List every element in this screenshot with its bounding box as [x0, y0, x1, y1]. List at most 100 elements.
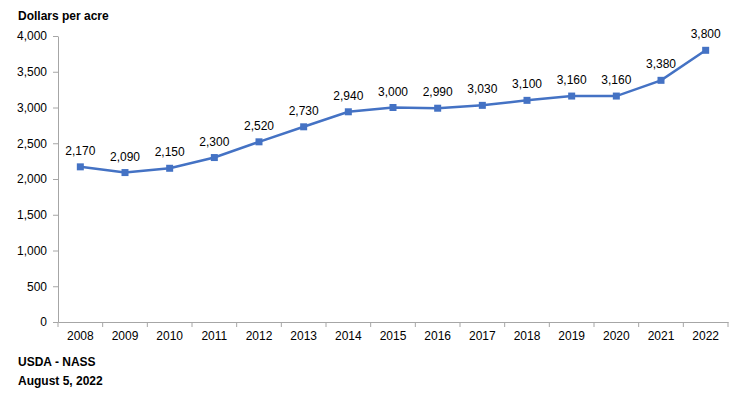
marker	[300, 123, 307, 130]
x-tick-label: 2021	[648, 329, 675, 343]
x-tick-label: 2009	[112, 329, 139, 343]
data-label: 3,800	[691, 27, 721, 41]
x-tick: 2018	[514, 329, 541, 343]
y-tick: 1,000	[17, 244, 58, 258]
x-tick: 2020	[603, 329, 630, 343]
y-tick-mark	[53, 322, 58, 323]
x-boundary-tick	[370, 322, 371, 327]
data-label: 2,990	[423, 85, 453, 99]
x-tick: 2013	[290, 329, 317, 343]
x-boundary-tick	[594, 322, 595, 327]
x-tick-label: 2013	[290, 329, 317, 343]
x-tick: 2022	[692, 329, 719, 343]
marker	[524, 97, 531, 104]
x-boundary-tick	[102, 322, 103, 327]
y-tick: 3,500	[17, 65, 58, 79]
data-label: 3,160	[557, 73, 587, 87]
y-tick-label: 3,500	[17, 65, 47, 79]
y-tick-mark	[53, 286, 58, 287]
x-tick: 2021	[648, 329, 675, 343]
x-tick: 2012	[246, 329, 273, 343]
x-tick-label: 2019	[558, 329, 585, 343]
y-tick-label: 2,000	[17, 172, 47, 186]
x-tick: 2019	[558, 329, 585, 343]
plot-area	[77, 47, 709, 176]
x-boundary-tick	[728, 322, 729, 327]
y-tick-mark	[53, 108, 58, 109]
y-axis-line	[58, 37, 59, 323]
x-tick: 2009	[112, 329, 139, 343]
x-tick: 2015	[380, 329, 407, 343]
y-tick-mark	[53, 179, 58, 180]
x-tick-label: 2011	[201, 329, 227, 343]
source-note: August 5, 2022	[18, 374, 103, 388]
x-tick: 2011	[201, 329, 227, 343]
data-label: 3,380	[646, 57, 676, 71]
y-axis: 0 500 1,000 1,500 2,000 2,500 3,000 3,500 4,000	[17, 29, 59, 329]
y-tick-mark	[53, 251, 58, 252]
x-tick-label: 2010	[156, 329, 183, 343]
data-label: 2,170	[65, 144, 95, 158]
x-boundary-tick	[281, 322, 282, 327]
x-boundary-tick	[192, 322, 193, 327]
marker	[166, 165, 173, 172]
x-boundary-tick	[415, 322, 416, 327]
marker	[613, 93, 620, 100]
y-tick: 0	[40, 315, 58, 329]
x-boundary-tick	[58, 322, 59, 327]
y-tick-label: 0	[40, 315, 47, 329]
x-boundary-tick	[326, 322, 327, 327]
x-tick-label: 2018	[514, 329, 541, 343]
y-axis-title: Dollars per acre	[18, 9, 109, 23]
x-tick-label: 2020	[603, 329, 630, 343]
data-label: 2,940	[333, 89, 363, 103]
chart: 0 500 1,000 1,500 2,000 2,500 3,000 3,500 4,000 2…	[0, 0, 746, 399]
x-tick: 2016	[424, 329, 451, 343]
x-boundary-tick	[147, 322, 148, 327]
y-tick: 4,000	[17, 29, 58, 43]
data-label: 2,150	[155, 145, 185, 159]
y-tick-mark	[53, 72, 58, 73]
y-tick-label: 2,500	[17, 137, 47, 151]
y-tick: 2,500	[17, 137, 58, 151]
data-label: 3,000	[378, 85, 408, 99]
data-label: 2,090	[110, 150, 140, 164]
x-tick: 2010	[156, 329, 183, 343]
x-tick-label: 2015	[380, 329, 407, 343]
y-tick-label: 4,000	[17, 29, 47, 43]
x-tick-label: 2014	[335, 329, 362, 343]
marker	[658, 77, 665, 84]
marker	[256, 138, 263, 145]
x-boundary-ticks	[58, 322, 728, 327]
y-tick-label: 3,000	[17, 101, 47, 115]
x-axis-line	[59, 322, 729, 323]
marker	[702, 47, 709, 54]
y-tick-mark	[53, 143, 58, 144]
x-tick-label: 2017	[469, 329, 496, 343]
marker	[345, 108, 352, 115]
x-tick-label: 2022	[692, 329, 719, 343]
x-axis: 2008 2009 2010 2011 2012 2013 2014 2015 2016 2017…	[59, 323, 729, 343]
marker	[122, 169, 129, 176]
x-tick-label: 2012	[246, 329, 273, 343]
x-tick-label: 2008	[67, 329, 94, 343]
data-label: 3,160	[601, 73, 631, 87]
x-boundary-tick	[504, 322, 505, 327]
y-tick-mark	[53, 215, 58, 216]
data-label: 2,520	[244, 119, 274, 133]
y-tick: 1,500	[17, 208, 58, 222]
x-boundary-tick	[683, 322, 684, 327]
y-tick-mark	[53, 36, 58, 37]
x-tick: 2008	[67, 329, 94, 343]
y-tick: 3,000	[17, 101, 58, 115]
source-note: USDA - NASS	[18, 355, 96, 369]
x-boundary-tick	[638, 322, 639, 327]
y-tick-label: 500	[27, 280, 47, 294]
data-label: 3,030	[467, 82, 497, 96]
x-boundary-tick	[236, 322, 237, 327]
x-boundary-tick	[549, 322, 550, 327]
marker	[390, 104, 397, 111]
marker	[479, 102, 486, 109]
x-boundary-tick	[460, 322, 461, 327]
marker	[434, 105, 441, 112]
